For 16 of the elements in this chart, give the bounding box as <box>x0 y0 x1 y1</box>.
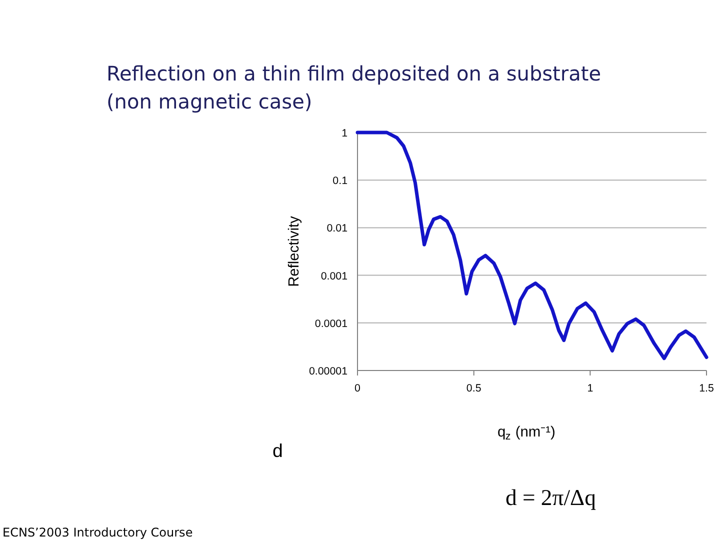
y-tick-label: 0.00001 <box>308 366 348 378</box>
line-series <box>356 130 708 360</box>
y-tick-label: 0.01 <box>326 222 348 235</box>
text: d = 2π/Δq <box>506 485 596 510</box>
chart-title: Reflection on a thin film deposited on a substrate (non magnetic case) <box>106 62 602 114</box>
y-axis-title: Reflectivity <box>286 215 302 287</box>
x-tick-label: 0.5 <box>466 382 482 394</box>
x-tick-label: 1 <box>587 382 594 394</box>
y-tick-label: 0.001 <box>320 270 348 282</box>
text: ECNS’2003 Introductory Course <box>2 526 193 540</box>
y-tick-label: 1 <box>342 128 348 140</box>
y-tick-label: 0.1 <box>332 175 348 188</box>
y-tick-label: 0.0001 <box>314 318 348 330</box>
text: d <box>272 440 283 461</box>
x-tick-label: 0 <box>354 382 361 394</box>
x-tick-label: 1.5 <box>699 382 714 394</box>
